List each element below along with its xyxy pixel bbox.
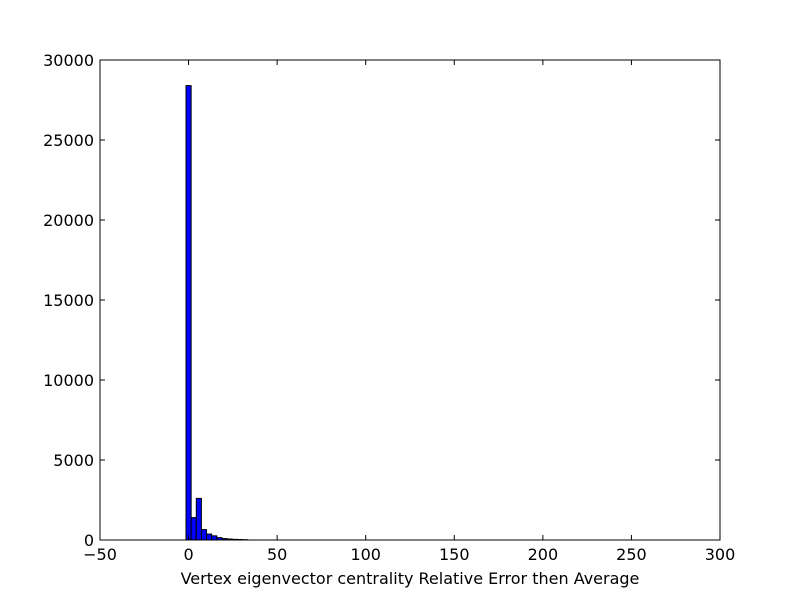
x-tick-label-3: 100 bbox=[350, 545, 381, 564]
x-tick-label-7: 300 bbox=[705, 545, 736, 564]
histogram-bar-0 bbox=[186, 86, 191, 540]
x-tick-label-5: 200 bbox=[528, 545, 559, 564]
y-tick-label-4: 20000 bbox=[43, 211, 94, 230]
histogram-bar-3 bbox=[201, 530, 206, 540]
x-tick-label-2: 50 bbox=[267, 545, 287, 564]
x-tick-label-6: 250 bbox=[616, 545, 647, 564]
y-tick-label-5: 25000 bbox=[43, 131, 94, 150]
histogram-bar-5 bbox=[212, 536, 217, 540]
plot-background bbox=[100, 60, 720, 540]
x-axis-label: Vertex eigenvector centrality Relative E… bbox=[181, 569, 640, 588]
y-tick-label-6: 30000 bbox=[43, 51, 94, 70]
y-tick-label-1: 5000 bbox=[53, 451, 94, 470]
y-tick-label-3: 15000 bbox=[43, 291, 94, 310]
histogram-bar-1 bbox=[191, 518, 196, 540]
histogram-bar-2 bbox=[196, 498, 201, 540]
y-tick-label-0: 0 bbox=[84, 531, 94, 550]
y-tick-label-2: 10000 bbox=[43, 371, 94, 390]
x-tick-label-1: 0 bbox=[183, 545, 193, 564]
x-tick-label-4: 150 bbox=[439, 545, 470, 564]
histogram-bar-4 bbox=[207, 534, 212, 540]
